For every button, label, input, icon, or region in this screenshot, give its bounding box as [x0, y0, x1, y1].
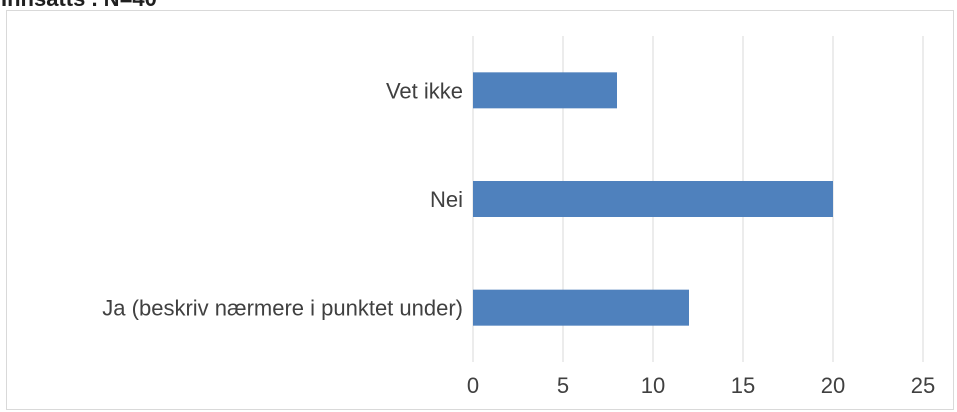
page-title: Innsatts . N=40 [1, 0, 157, 12]
category-labels: Ja (beskriv nærmere i punktet under) Nei V… [102, 78, 463, 320]
bar-2 [473, 72, 617, 109]
x-tick-label: 20 [821, 373, 845, 398]
x-axis-tick-labels: 0 5 10 15 20 25 [467, 373, 935, 398]
x-tick-label: 10 [641, 373, 665, 398]
bar-1 [473, 181, 833, 217]
bars [473, 72, 833, 326]
bar-0 [473, 289, 689, 326]
category-label: Nei [430, 187, 463, 212]
x-tick-label: 25 [911, 373, 935, 398]
x-tick-label: 5 [557, 373, 569, 398]
category-label: Ja (beskriv nærmere i punktet under) [102, 296, 463, 321]
x-tick-label: 15 [731, 373, 755, 398]
x-tick-label: 0 [467, 373, 479, 398]
category-label: Vet ikke [386, 78, 463, 103]
